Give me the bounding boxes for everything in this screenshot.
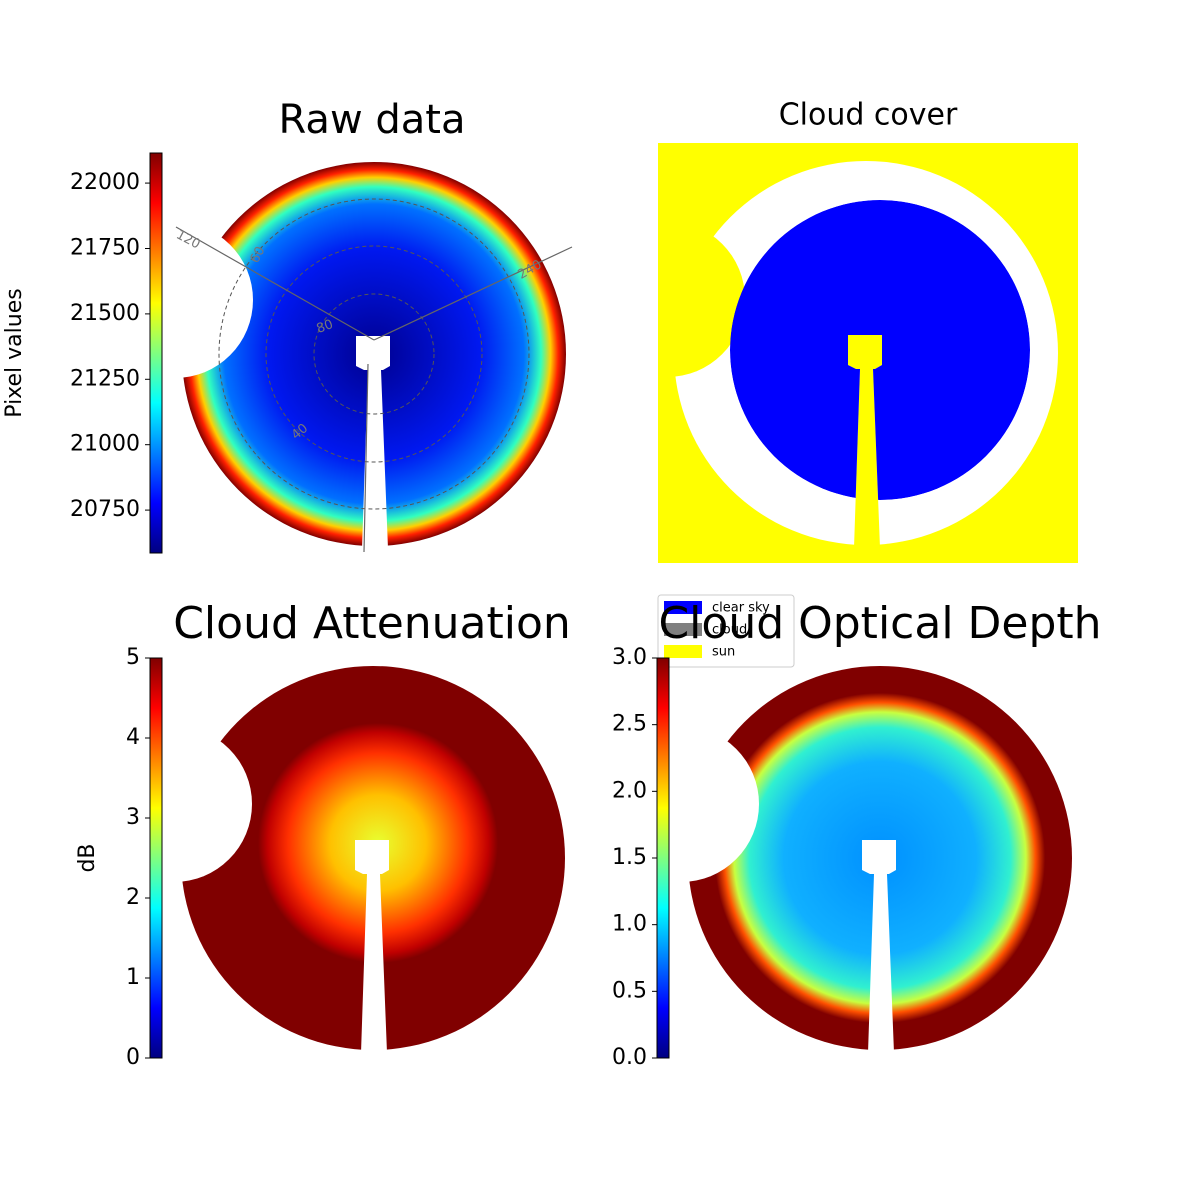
colorbar-tick-label: 1.5 [612,845,647,870]
panel-title: Cloud cover [779,98,958,133]
panel-title: Cloud Attenuation [173,598,571,649]
colorbar [149,152,163,554]
colorbar-label: dB [75,843,100,872]
colorbar [149,657,163,1059]
colorbar-tick-label: 21000 [70,432,140,457]
legend-label: cloud [712,623,747,638]
colorbar-tick-label: 0.0 [612,1045,647,1070]
colorbar-tick-label: 22000 [70,170,140,195]
colorbar-tick-label: 3 [126,805,140,830]
colorbar-tick-label: 2.0 [612,778,647,803]
panel-title: Raw data [279,97,466,143]
colorbar-label: Pixel values [2,288,27,417]
colorbar-tick-label: 4 [126,725,140,750]
colorbar-tick-label: 21750 [70,235,140,260]
legend-label: clear sky [712,601,770,616]
colorbar-tick-label: 2.5 [612,712,647,737]
legend-swatch [664,645,702,658]
colorbar-tick-label: 21250 [70,366,140,391]
legend-swatch [664,623,702,636]
colorbar-tick-label: 5 [126,645,140,670]
overlay: Raw data 20750 21000 21250 21500 21750 22000 Pi… [2,97,1102,1070]
colorbar-tick-label: 3.0 [612,645,647,670]
colorbar-tick-label: 2 [126,885,140,910]
polar-label: 80 [315,317,336,337]
optical-depth-image [685,663,1075,1053]
colorbar-tick-label: 0.5 [612,978,647,1003]
polar-label: 60 [247,244,268,266]
polar-label: 120 [174,228,203,253]
colorbar [656,657,670,1059]
colorbar-tick-label: 21500 [70,301,140,326]
colorbar-tick-label: 1 [126,965,140,990]
raw-image [175,159,573,553]
cloud-cover-image [658,143,1078,563]
legend-swatch [664,601,702,614]
panel-title: Cloud Optical Depth [658,598,1101,649]
legend-label: sun [712,645,735,660]
colorbar-tick-label: 0 [126,1045,140,1070]
colorbar-tick-label: 1.0 [612,912,647,937]
colorbar-tick-label: 20750 [70,497,140,522]
attenuation-image [178,663,568,1053]
